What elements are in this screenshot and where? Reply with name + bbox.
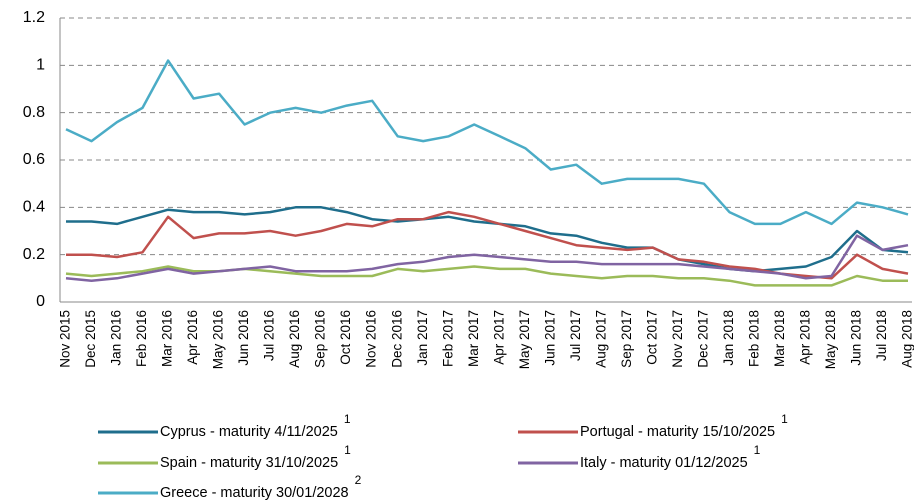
x-tick-label: Feb 2018 xyxy=(746,310,761,367)
x-tick-label: Aug 2016 xyxy=(287,310,302,368)
legend-footnote: 1 xyxy=(754,443,761,457)
x-tick-label: Nov 2015 xyxy=(58,310,73,368)
series-line xyxy=(66,206,909,273)
legend-footnote: 1 xyxy=(344,443,351,457)
legend-label: Portugal - maturity 15/10/2025 xyxy=(580,424,775,440)
x-tick-label: Dec 2015 xyxy=(83,310,98,368)
legend-label: Cyprus - maturity 4/11/2025 xyxy=(160,424,338,440)
x-tick-label: Dec 2016 xyxy=(389,310,404,368)
y-tick-label: 1 xyxy=(36,57,45,74)
y-tick-label: 0.4 xyxy=(23,199,45,216)
y-tick-label: 0.8 xyxy=(23,104,45,121)
x-tick-label: Nov 2016 xyxy=(364,310,379,368)
legend-label: Spain - maturity 31/10/2025 xyxy=(160,455,338,471)
x-tick-label: Oct 2016 xyxy=(338,310,353,365)
legend-footnote: 2 xyxy=(355,473,362,487)
x-tick-label: Sep 2017 xyxy=(619,310,634,368)
x-tick-label: Oct 2017 xyxy=(644,310,659,365)
x-tick-label: Jun 2018 xyxy=(849,310,864,366)
x-tick-label: Apr 2018 xyxy=(798,310,813,365)
x-tick-label: May 2016 xyxy=(211,310,226,369)
x-tick-label: Jul 2018 xyxy=(874,310,889,361)
x-tick-label: Aug 2018 xyxy=(900,310,914,368)
x-tick-label: Feb 2017 xyxy=(440,310,455,367)
x-tick-label: Aug 2017 xyxy=(593,310,608,368)
x-tick-label: Apr 2016 xyxy=(185,310,200,365)
x-tick-label: Nov 2017 xyxy=(670,310,685,368)
legend-footnote: 1 xyxy=(781,412,788,426)
y-tick-label: 0.6 xyxy=(23,151,45,168)
series-line xyxy=(65,234,909,282)
x-tick-label: Jun 2017 xyxy=(542,310,557,366)
x-tick-label: Apr 2017 xyxy=(491,310,506,365)
x-tick-label: May 2018 xyxy=(823,310,838,369)
y-tick-label: 1.2 xyxy=(23,9,45,26)
x-tick-label: Mar 2017 xyxy=(466,310,481,367)
x-tick-label: Dec 2017 xyxy=(695,310,710,368)
x-tick-label: May 2017 xyxy=(517,310,532,369)
x-tick-label: Sep 2016 xyxy=(313,310,328,368)
legend-footnote: 1 xyxy=(344,412,351,426)
x-tick-label: Mar 2016 xyxy=(160,310,175,367)
x-tick-label: Jun 2016 xyxy=(236,310,251,366)
x-tick-label: Jan 2016 xyxy=(109,310,124,366)
legend-label: Greece - maturity 30/01/2028 xyxy=(160,485,349,500)
legend-label: Italy - maturity 01/12/2025 xyxy=(580,455,748,471)
x-tick-label: Jan 2018 xyxy=(721,310,736,366)
y-tick-label: 0 xyxy=(36,293,45,310)
x-tick-label: Jul 2016 xyxy=(262,310,277,361)
x-tick-label: Jul 2017 xyxy=(568,310,583,361)
x-tick-label: Jan 2017 xyxy=(415,310,430,366)
x-tick-label: Mar 2018 xyxy=(772,310,787,367)
series-line xyxy=(65,59,909,226)
x-tick-label: Feb 2016 xyxy=(134,310,149,367)
y-tick-label: 0.2 xyxy=(23,246,45,263)
